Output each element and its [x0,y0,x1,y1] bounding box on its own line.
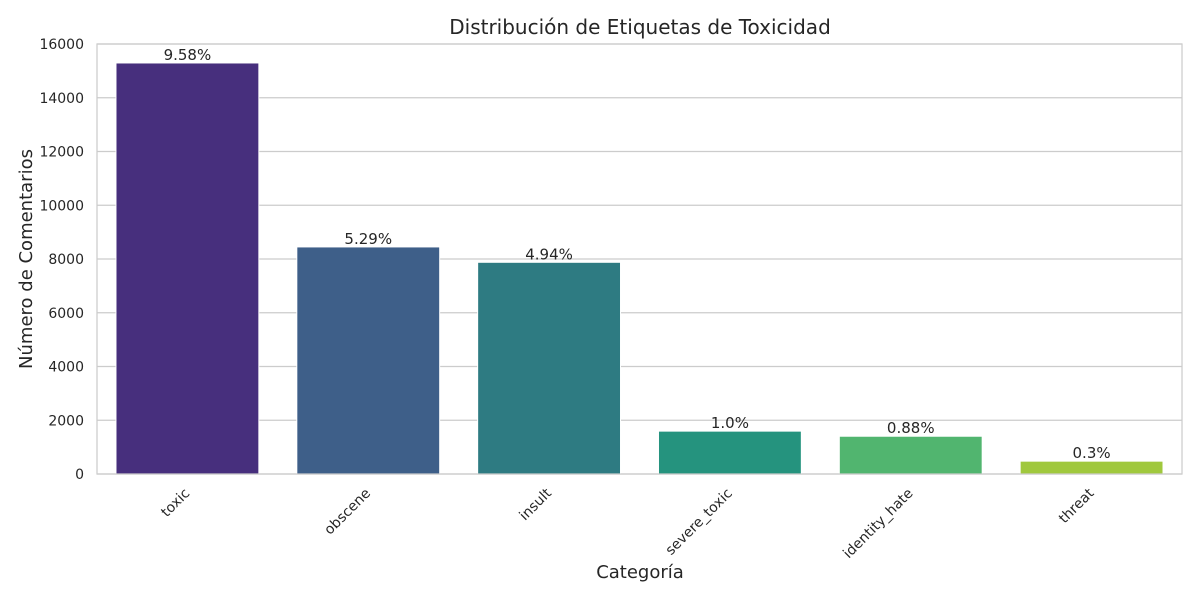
y-tick-label: 2000 [48,413,84,429]
x-tick-label: severe_toxic [663,486,736,559]
bar-severe-toxic [657,430,802,475]
y-axis-label: Número de Comentarios [16,149,37,369]
bar-toxic [115,62,260,475]
y-tick-label: 10000 [39,198,84,214]
x-tick-label: obscene [321,486,374,539]
data-label: 0.3% [1073,444,1111,462]
bar-threat [1019,460,1164,475]
y-tick-label: 0 [75,467,84,483]
data-label: 0.88% [887,419,935,437]
y-tick-label: 16000 [39,37,84,53]
y-tick-label: 4000 [48,360,84,376]
y-tick-label: 14000 [39,91,84,107]
grid-lines [97,43,1182,475]
data-label: 5.29% [344,230,392,248]
data-label: 1.0% [711,414,749,432]
y-tick-label: 8000 [48,252,84,268]
bars [115,62,1164,475]
x-tick-label: insult [517,485,556,524]
x-tick-label: identity_hate [840,486,916,562]
bar-insult [477,261,622,475]
y-tick-label: 6000 [48,306,84,322]
bar-obscene [296,246,441,475]
x-tick-labels: toxic obscene insult severe_toxic identity_h… [158,485,1098,562]
x-axis-label: Categoría [596,562,684,583]
bar-identity-hate [838,435,983,475]
x-tick-label: threat [1056,485,1098,527]
plot-frame [96,43,1183,475]
y-tick-label: 12000 [39,145,84,161]
x-tick-label: toxic [158,486,193,521]
data-label: 4.94% [525,245,573,263]
data-labels: 9.58% 5.29% 4.94% 1.0% 0.88% 0.3% [164,46,1111,462]
chart-title: Distribución de Etiquetas de Toxicidad [449,15,831,39]
y-tick-labels: 0 2000 4000 6000 8000 10000 12000 14000 16000 [39,37,84,483]
data-label: 9.58% [164,46,212,64]
